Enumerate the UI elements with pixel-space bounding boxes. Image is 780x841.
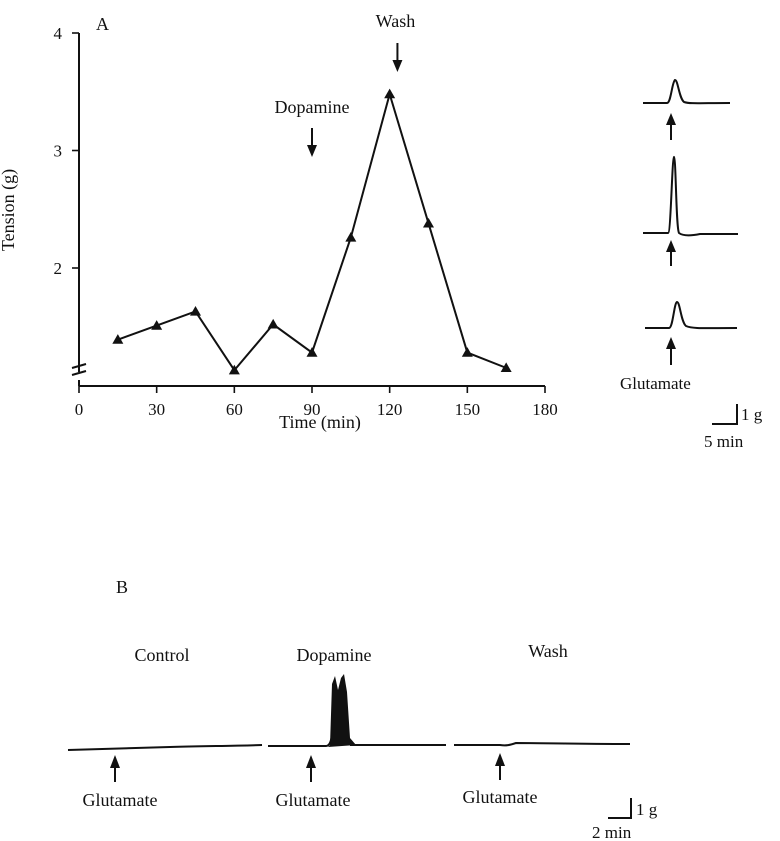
y-tick-label: 4 xyxy=(54,24,63,43)
inset-arrow-3-head xyxy=(666,337,676,349)
inset-traces: Glutamate 1 g 5 min xyxy=(620,78,763,451)
x-tick-label: 90 xyxy=(304,400,321,419)
x-tick-label: 60 xyxy=(226,400,243,419)
y-axis-label: Tension (g) xyxy=(0,169,19,251)
dopamine-burst xyxy=(328,674,356,747)
data-point-marker xyxy=(500,362,512,372)
data-point-marker xyxy=(345,231,357,242)
data-point-marker xyxy=(151,320,163,330)
stimulus-label-2: Glutamate xyxy=(276,790,351,810)
data-point-marker xyxy=(306,347,318,357)
annotation-label: Wash xyxy=(376,11,416,31)
x-tick-label: 120 xyxy=(377,400,403,419)
y-tick-label: 3 xyxy=(54,142,63,161)
trace-dopamine xyxy=(268,735,333,747)
trace-control xyxy=(67,744,263,751)
inset-trace-2 xyxy=(643,155,738,237)
axis-break-mark xyxy=(71,370,87,376)
panel-b-scale-force: 1 g xyxy=(636,800,658,819)
inset-scale-bar xyxy=(712,404,738,425)
inset-arrow-1-head xyxy=(666,113,676,125)
annotation-arrow-head xyxy=(392,60,403,72)
annotation-arrow-head xyxy=(307,145,317,157)
trace-wash xyxy=(454,741,631,747)
panel-a-chart: 0 30 60 90 120 150 180 2 3 4 Dopamine Wash Tension… xyxy=(0,11,558,433)
data-point-marker xyxy=(461,347,473,357)
panel-a-label: A xyxy=(96,14,109,34)
data-point-marker xyxy=(267,318,279,329)
panel-b-scale-bar xyxy=(608,798,632,819)
data-point-marker xyxy=(112,334,124,344)
inset-arrow-2-head xyxy=(666,240,676,252)
annotation-label: Dopamine xyxy=(275,97,350,117)
y-tick-label: 2 xyxy=(54,259,63,278)
stimulus-label-3: Glutamate xyxy=(463,787,538,807)
x-tick-label: 0 xyxy=(75,400,84,419)
inset-stimulus-label: Glutamate xyxy=(620,374,691,393)
stimulus-label-1: Glutamate xyxy=(83,790,158,810)
data-point-marker xyxy=(190,305,201,316)
panel-b-traces: Control Dopamine Wash Glutamate Glutamat… xyxy=(67,641,658,841)
axis-break-mark xyxy=(71,363,87,369)
data-point-marker xyxy=(384,88,396,99)
condition-label-control: Control xyxy=(134,645,189,665)
panel-b-label: B xyxy=(116,577,128,597)
condition-label-wash: Wash xyxy=(528,641,568,661)
x-tick-label: 30 xyxy=(148,400,165,419)
stimulus-arrow-3 xyxy=(495,753,505,780)
data-point-marker xyxy=(228,364,240,375)
x-axis-label: Time (min) xyxy=(279,412,361,433)
stimulus-arrow-1 xyxy=(110,755,120,782)
x-tick-label: 180 xyxy=(532,400,558,419)
panel-b-scale-time: 2 min xyxy=(592,823,632,841)
inset-scale-time: 5 min xyxy=(704,432,744,451)
inset-scale-force: 1 g xyxy=(741,405,763,424)
stimulus-arrow-2 xyxy=(306,755,316,782)
condition-label-dopamine: Dopamine xyxy=(297,645,372,665)
inset-trace-3 xyxy=(645,300,738,330)
x-tick-label: 150 xyxy=(455,400,481,419)
inset-trace-1 xyxy=(643,78,731,105)
data-point-marker xyxy=(423,217,434,228)
